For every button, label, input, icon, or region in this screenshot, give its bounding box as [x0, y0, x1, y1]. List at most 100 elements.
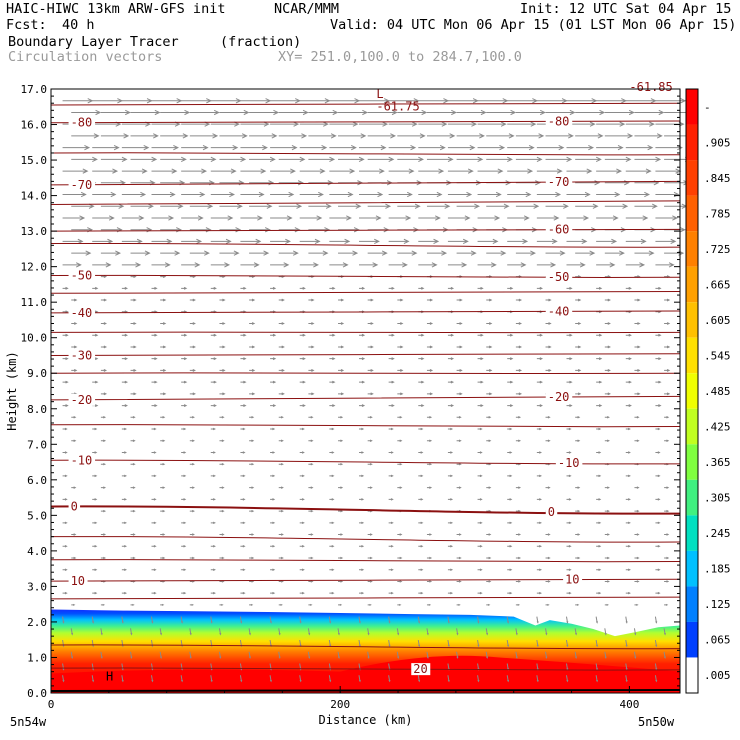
contour-label: -50 [71, 269, 93, 283]
vector-arrow [100, 109, 131, 116]
vector-arrow [299, 98, 331, 104]
vector-arrow [565, 639, 569, 648]
vector-arrow [388, 498, 394, 501]
vector-arrow [308, 603, 313, 606]
vector-arrow [545, 439, 551, 442]
y-tick-label: 3.0 [27, 580, 47, 593]
vector-arrow [575, 439, 581, 442]
vector-arrow [308, 345, 315, 349]
vector-arrow [596, 191, 621, 198]
contour-label-bg [545, 176, 573, 189]
vector-arrow [358, 474, 365, 478]
vector-arrow [130, 416, 136, 419]
vector-arrow [515, 345, 523, 349]
vector-arrow [447, 333, 455, 337]
vector-arrow [397, 250, 418, 256]
vector-arrow [71, 156, 98, 162]
vector-arrow [338, 439, 344, 442]
vector-arrow [239, 616, 243, 624]
vector-arrow [240, 498, 246, 501]
vector-arrow [545, 580, 551, 583]
vector-arrow [329, 98, 361, 104]
colorbar-swatch [686, 408, 698, 445]
vector-arrow [575, 603, 580, 606]
vector-arrow [486, 439, 492, 442]
vector-arrow [328, 616, 332, 624]
vector-arrow [189, 322, 196, 325]
vector-arrow [338, 250, 359, 256]
vector-arrow [160, 133, 189, 139]
vector-arrow [308, 368, 315, 372]
vector-arrow [566, 474, 572, 478]
vector-arrow [388, 144, 417, 151]
temperature-contour [50, 102, 681, 106]
vector-arrow [181, 98, 212, 104]
contour-label-bg [545, 223, 573, 236]
vector-arrow [565, 675, 569, 683]
vector-arrow [418, 404, 425, 407]
vector-arrow [566, 191, 591, 198]
vector-arrow [62, 144, 91, 151]
vector-arrow [210, 357, 217, 361]
vector-arrow [270, 215, 293, 221]
vector-arrow [278, 533, 284, 536]
vector-arrow [447, 591, 454, 595]
vector-arrow [249, 133, 278, 139]
contour-label: 20 [413, 662, 427, 676]
vector-arrow [664, 368, 671, 372]
colorbar-label: .545 [704, 349, 731, 362]
vector-arrow [71, 603, 76, 606]
vector-arrow [604, 322, 611, 325]
vector-arrow [388, 215, 412, 221]
vector-arrow [477, 591, 483, 595]
vector-arrow [388, 357, 395, 361]
vector-arrow [358, 262, 379, 268]
vector-arrow [486, 368, 493, 372]
y-tick-label: 9.0 [27, 367, 47, 380]
vector-arrow [575, 368, 582, 372]
vector-arrow [130, 298, 137, 302]
vector-arrow [447, 262, 468, 268]
vector-arrow [515, 416, 522, 419]
vector-arrow [664, 322, 671, 325]
temperature-contour [50, 152, 681, 156]
vector-arrow [308, 250, 329, 256]
vector-arrow [62, 404, 69, 407]
vector-arrow [575, 345, 582, 349]
vector-arrow [485, 628, 489, 636]
vector-arrow [308, 203, 332, 209]
contour-label-bg [68, 269, 96, 282]
vector-arrow [456, 345, 463, 349]
vector-arrow [367, 392, 374, 396]
vector-arrow [566, 357, 573, 361]
vector-arrow [477, 262, 497, 268]
vector-arrow [536, 639, 539, 648]
vector-arrow [515, 322, 523, 325]
vector-arrow [219, 392, 226, 396]
vector-arrow [536, 380, 543, 384]
vector-arrow [210, 262, 231, 268]
vector-arrow [240, 380, 247, 384]
vector-arrow [447, 451, 454, 454]
vector-arrow [477, 675, 480, 683]
temperature-contour [50, 331, 681, 334]
vector-arrow [447, 639, 450, 648]
vector-arrow [418, 357, 425, 361]
vector-arrow [604, 651, 607, 659]
vector-arrow [92, 168, 119, 174]
vector-arrow [397, 603, 402, 606]
vector-arrow [477, 639, 480, 648]
vector-arrow [536, 521, 542, 525]
vector-arrow [130, 556, 136, 560]
vector-arrow [477, 427, 483, 431]
vector-arrow [299, 215, 323, 221]
vector-arrow [367, 345, 374, 349]
colorbar-label: .305 [704, 492, 731, 505]
vector-arrow [536, 215, 560, 221]
vector-arrow [388, 568, 394, 571]
vector-arrow [121, 404, 129, 407]
vector-arrow [388, 521, 394, 525]
vector-arrow [189, 486, 195, 489]
vector-arrow [634, 298, 641, 302]
vector-arrow [270, 144, 298, 151]
